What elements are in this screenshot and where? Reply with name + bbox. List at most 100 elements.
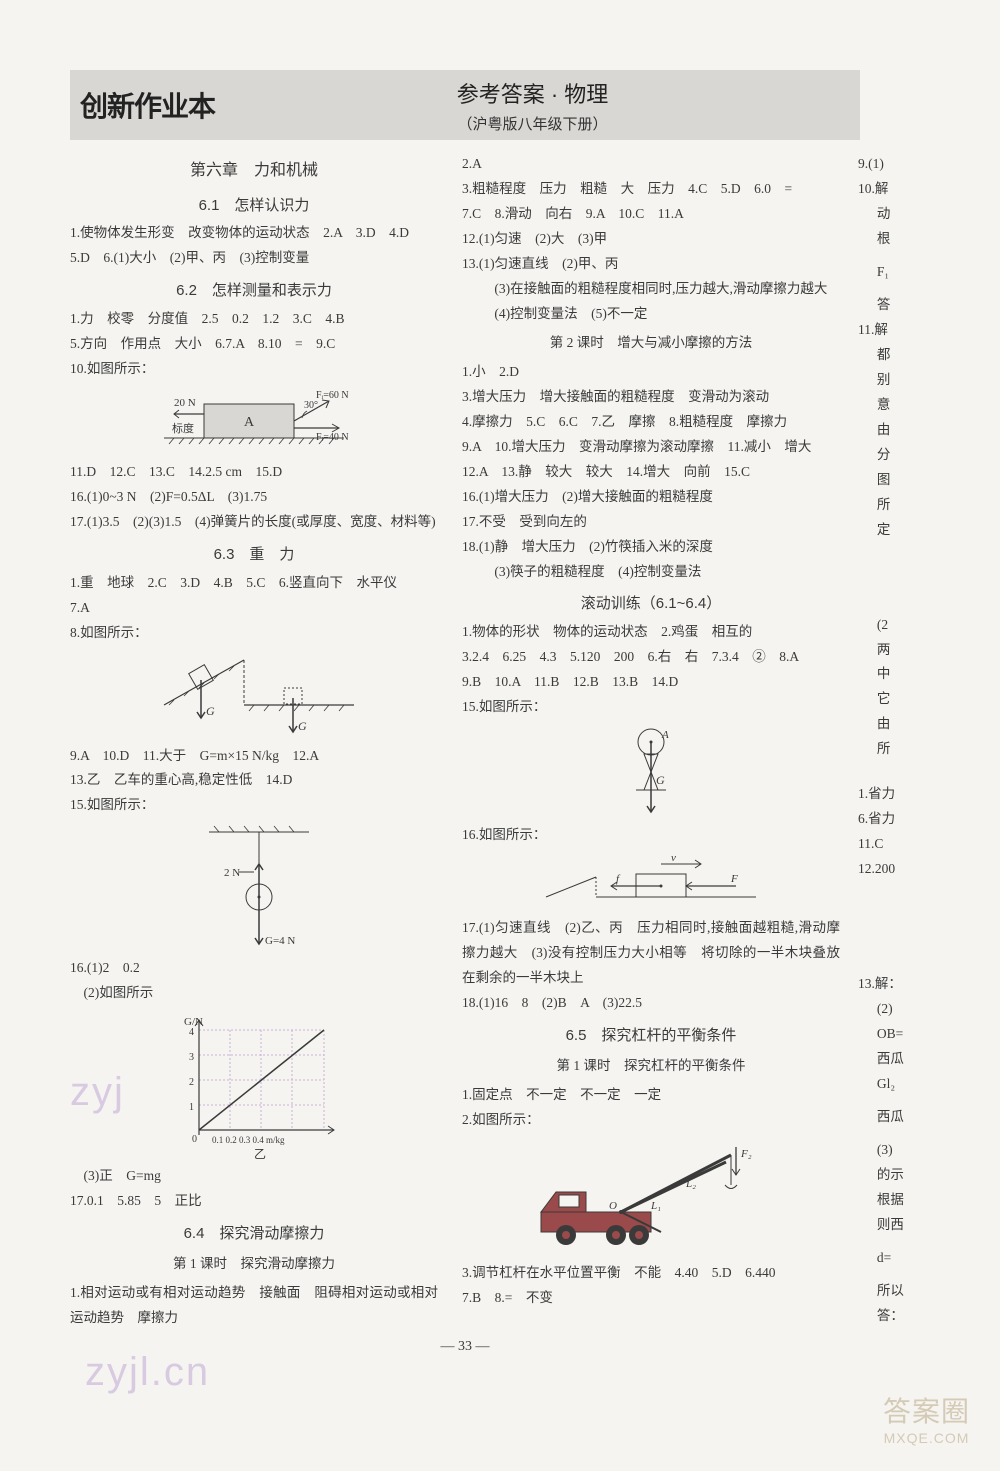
answer-line: 5.D 6.(1)大小 (2)甲、丙 (3)控制变量: [70, 246, 438, 271]
svg-text:0.1 0.2 0.3 0.4 m/kg: 0.1 0.2 0.3 0.4 m/kg: [212, 1135, 285, 1145]
figure-6-3b: 2 N G=4 N: [70, 822, 438, 952]
svg-text:G: G: [298, 719, 307, 733]
answer-line: 1.力 校零 分度值 2.5 0.2 1.2 3.C 4.B: [70, 307, 438, 332]
watermark-3-top: 答案圈: [883, 1396, 970, 1427]
svg-text:L₁: L₁: [650, 1200, 661, 1212]
answer-line: 西瓜: [858, 1047, 970, 1072]
rolling-training-title: 滚动训练（6.1~6.4）: [462, 590, 840, 618]
figure-6-3c-chart: G/N 4 3 2 1 0 0.1 0.2 0.3 0.4 m/kg 乙: [70, 1010, 438, 1160]
answer-line: 1.省力: [858, 782, 970, 807]
page-number: — 33 —: [70, 1339, 860, 1355]
answer-line: (3)正 G=mg: [70, 1164, 438, 1189]
answer-line: 18.(1)16 8 (2)B A (3)22.5: [462, 991, 840, 1016]
answer-line: (3)筷子的粗糙程度 (4)控制变量法: [462, 560, 840, 585]
answer-line: 7.C 8.滑动 向右 9.A 10.C 11.A: [462, 202, 840, 227]
section-6-2-title: 6.2 怎样测量和表示力: [70, 277, 438, 305]
column-middle: 2.A 3.粗糙程度 压力 粗糙 大 压力 4.C 5.D 6.0 = 7.C …: [450, 152, 850, 1331]
answer-line: 3.增大压力 增大接触面的粗糙程度 变滑动为滚动: [462, 385, 840, 410]
answer-line: 12.200: [858, 857, 970, 882]
answer-line: 意: [858, 393, 970, 418]
answer-line: 11.解: [858, 318, 970, 343]
svg-text:F₂: F₂: [740, 1148, 752, 1160]
svg-text:G: G: [656, 773, 665, 787]
subsection-title: 第 1 课时 探究杠杆的平衡条件: [462, 1054, 840, 1079]
answer-line: 10.如图所示：: [70, 357, 438, 382]
svg-text:G: G: [206, 704, 215, 718]
answer-line: 1.固定点 不一定 不一定 一定: [462, 1083, 840, 1108]
svg-text:30°: 30°: [304, 400, 318, 411]
answer-line: 所: [858, 737, 970, 762]
answer-line: 的示: [858, 1163, 970, 1188]
answer-line: 3.2.4 6.25 4.3 5.120 200 6.右 右 7.3.4 ② 8…: [462, 645, 840, 670]
answer-line: 1.物体的形状 物体的运动状态 2.鸡蛋 相互的: [462, 620, 840, 645]
answer-line: 根: [858, 227, 970, 252]
answer-line: 它: [858, 687, 970, 712]
answer-line: 1.使物体发生形变 改变物体的运动状态 2.A 3.D 4.D: [70, 221, 438, 246]
answer-line: 所以: [858, 1279, 970, 1304]
svg-text:4: 4: [189, 1027, 194, 1038]
figure-rolling-16: v f F: [462, 852, 840, 912]
answer-line: 13.乙 乙车的重心高,稳定性低 14.D: [70, 768, 438, 793]
svg-text:2: 2: [189, 1077, 194, 1088]
answer-line: 4.摩擦力 5.C 6.C 7.乙 摩擦 8.粗糙程度 摩擦力: [462, 410, 840, 435]
page-root: 创新作业本 参考答案 · 物理 （沪粤版八年级下册） 第六章 力和机械 6.1 …: [70, 70, 990, 1355]
answer-line: 两: [858, 638, 970, 663]
answer-line: 2.A: [462, 152, 840, 177]
answer-line: 3.调节杠杆在水平位置平衡 不能 4.40 5.D 6.440: [462, 1261, 840, 1286]
section-6-3-title: 6.3 重 力: [70, 541, 438, 569]
answer-line: 都: [858, 343, 970, 368]
answer-line: (2): [858, 997, 970, 1022]
answer-line: 16.如图所示：: [462, 823, 840, 848]
svg-text:L₂: L₂: [685, 1178, 696, 1190]
answer-line: 9.(1): [858, 152, 970, 177]
header-bar: 创新作业本 参考答案 · 物理 （沪粤版八年级下册）: [70, 70, 860, 140]
answer-line: (4)控制变量法 (5)不一定: [462, 302, 840, 327]
figure-6-2: A 20 N 标度 30° Fᵢ=60 N Fᵢ=40 N: [70, 386, 438, 456]
svg-text:3: 3: [189, 1052, 194, 1063]
watermark-2: zyjl.cn: [85, 1350, 210, 1395]
answer-line: 13.解：: [858, 972, 970, 997]
answer-line: (3)在接触面的粗糙程度相同时,压力越大,滑动摩擦力越大: [462, 277, 840, 302]
watermark-3-bot: MXQE.COM: [883, 1430, 970, 1446]
subsection-title: 第 1 课时 探究滑动摩擦力: [70, 1252, 438, 1277]
answer-line: 由: [858, 418, 970, 443]
svg-text:A: A: [661, 729, 669, 741]
svg-text:2 N: 2 N: [224, 867, 240, 879]
answer-line: 图: [858, 468, 970, 493]
columns: 第六章 力和机械 6.1 怎样认识力 1.使物体发生形变 改变物体的运动状态 2…: [70, 152, 990, 1331]
answer-line: 10.解: [858, 177, 970, 202]
svg-text:0: 0: [192, 1134, 197, 1145]
section-6-1-title: 6.1 怎样认识力: [70, 192, 438, 220]
answer-line: OB=: [858, 1022, 970, 1047]
answer-line: (2: [858, 613, 970, 638]
answer-line: 分: [858, 443, 970, 468]
answer-line: (3): [858, 1138, 970, 1163]
answer-line: 18.(1)静 增大压力 (2)竹筷插入米的深度: [462, 535, 840, 560]
answer-line: Gl₂: [858, 1072, 970, 1097]
svg-text:v: v: [671, 852, 676, 864]
answer-line: 16.(1)0~3 N (2)F=0.5ΔL (3)1.75: [70, 485, 438, 510]
svg-text:1: 1: [189, 1102, 194, 1113]
answer-line: 由: [858, 712, 970, 737]
figure-rolling-15: A G: [462, 724, 840, 819]
section-6-5-title: 6.5 探究杠杆的平衡条件: [462, 1022, 840, 1050]
answer-line: 11.D 12.C 13.C 14.2.5 cm 15.D: [70, 460, 438, 485]
answer-line: 12.A 13.静 较大 较大 14.增大 向前 15.C: [462, 460, 840, 485]
answer-line: (2)如图所示: [70, 981, 438, 1006]
answer-line: 5.方向 作用点 大小 6.7.A 8.10 = 9.C: [70, 332, 438, 357]
svg-text:标度: 标度: [172, 421, 194, 435]
header-logo: 创新作业本: [80, 85, 215, 125]
answer-line: 所: [858, 493, 970, 518]
answer-line: 17.0.1 5.85 5 正比: [70, 1189, 438, 1214]
answer-line: 3.粗糙程度 压力 粗糙 大 压力 4.C 5.D 6.0 =: [462, 177, 840, 202]
answer-line: 6.省力: [858, 807, 970, 832]
svg-text:乙: 乙: [254, 1147, 266, 1160]
svg-text:O: O: [609, 1200, 617, 1212]
answer-line: 西瓜: [858, 1105, 970, 1130]
answer-line: 则西: [858, 1213, 970, 1238]
answer-line: 中: [858, 662, 970, 687]
figure-6-5-truck: O L₁ L₂ F₂: [462, 1137, 840, 1257]
answer-line: 1.重 地球 2.C 3.D 4.B 5.C 6.竖直向下 水平仪: [70, 571, 438, 596]
answer-line: 1.相对运动或有相对运动趋势 接触面 阻碍相对运动或相对运动趋势 摩擦力: [70, 1281, 438, 1331]
answer-line: 16.(1)2 0.2: [70, 956, 438, 981]
